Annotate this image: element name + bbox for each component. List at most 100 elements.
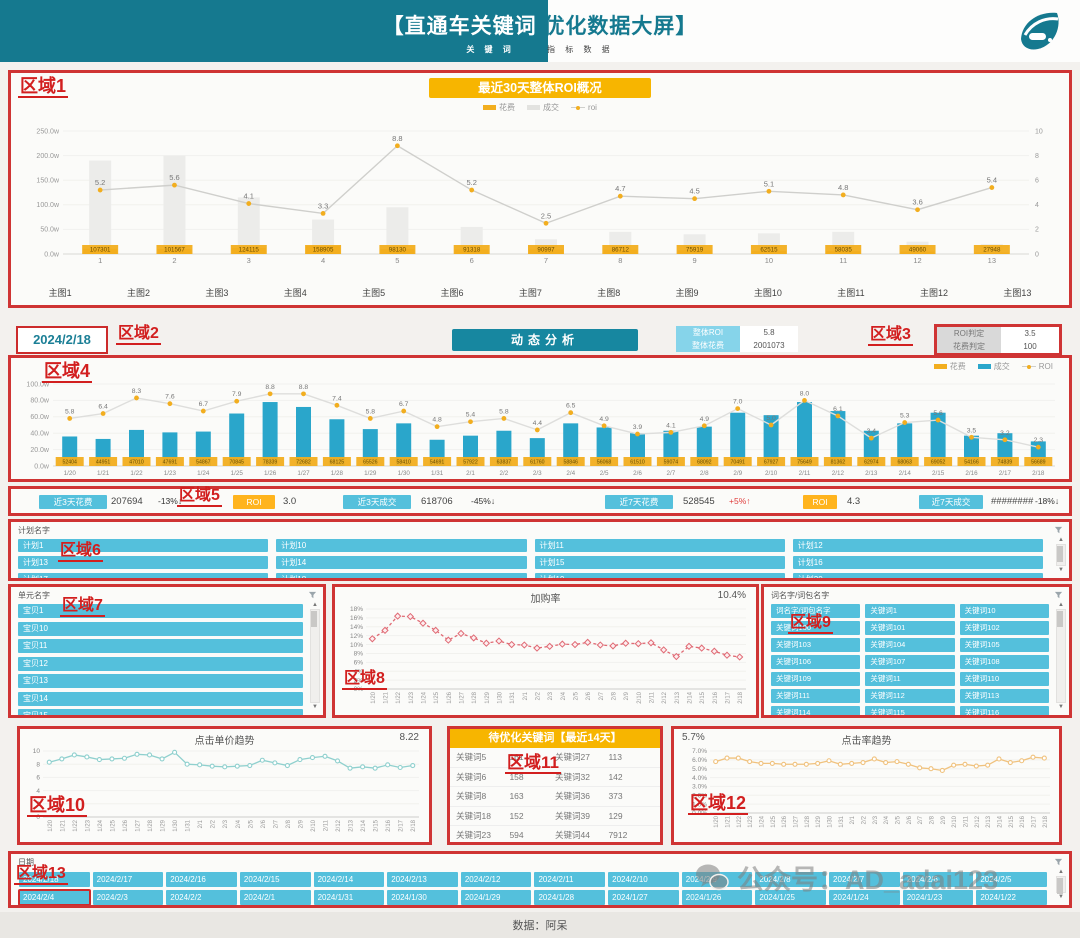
keyword-item[interactable]: 关键词106: [771, 655, 861, 669]
filter-icon[interactable]: [1054, 858, 1063, 867]
scroll-thumb[interactable]: [1057, 611, 1063, 627]
tab-metrics[interactable]: 指 标 数 据: [547, 45, 614, 54]
date-button[interactable]: 2024/2/8: [755, 872, 827, 887]
annotation-region13: 区域13: [14, 865, 68, 885]
date-button[interactable]: 2024/1/22: [976, 890, 1047, 905]
unit-item[interactable]: 宝贝13: [18, 674, 303, 688]
date-button[interactable]: 2024/1/25: [755, 890, 827, 905]
keyword-item[interactable]: 关键词103: [771, 638, 861, 652]
date-button[interactable]: 2024/1/31: [313, 890, 385, 905]
svg-text:2/3: 2/3: [533, 470, 542, 477]
date-button[interactable]: 2024/2/15: [239, 872, 311, 887]
date-button[interactable]: 2024/1/23: [902, 890, 974, 905]
tab-keywords[interactable]: 关 键 词: [466, 45, 515, 54]
date-button[interactable]: 2024/2/13: [387, 872, 458, 887]
plan-item[interactable]: 计划20: [792, 573, 1043, 578]
keyword-item[interactable]: 关键词100: [771, 621, 861, 635]
date-button[interactable]: 2024/1/29: [460, 890, 532, 905]
date-button[interactable]: 2024/1/30: [387, 890, 458, 905]
keyword-item[interactable]: 关键词108: [959, 655, 1049, 669]
date-button[interactable]: 2024/2/4: [18, 889, 91, 905]
scroll-down-arrow[interactable]: ▼: [312, 704, 318, 710]
date-button[interactable]: 2024/2/14: [313, 872, 385, 887]
plan-item[interactable]: 计划15: [534, 556, 785, 569]
scrollbar[interactable]: ▲ ▼: [1056, 868, 1066, 901]
date-button[interactable]: 2024/2/5: [976, 872, 1047, 887]
scroll-thumb[interactable]: [1057, 878, 1063, 894]
unit-item[interactable]: 宝贝1: [18, 604, 303, 618]
scrollbar[interactable]: ▲ ▼: [1056, 536, 1066, 574]
scroll-down-arrow[interactable]: ▼: [1058, 894, 1064, 900]
date-button[interactable]: 2024/2/10: [608, 872, 679, 887]
keyword-item[interactable]: 关键词107: [865, 655, 955, 669]
unit-item[interactable]: 宝贝10: [18, 621, 303, 636]
unit-item[interactable]: 宝贝14: [18, 691, 303, 706]
keyword-item[interactable]: 关键词104: [865, 638, 955, 652]
scroll-down-arrow[interactable]: ▼: [1058, 704, 1064, 710]
keyword-item[interactable]: 关键词112: [865, 689, 955, 703]
date-button[interactable]: 2024/2/12: [460, 872, 532, 887]
keyword-item[interactable]: 关键词115: [865, 706, 955, 715]
unit-item[interactable]: 宝贝11: [18, 639, 303, 653]
plan-item[interactable]: 计划19: [534, 573, 785, 578]
date-button[interactable]: 2024/2/7: [829, 872, 900, 887]
keyword-item[interactable]: 关键词101: [865, 621, 955, 635]
date-button[interactable]: 2024/2/16: [166, 872, 237, 887]
keyword-item[interactable]: 词名字/词包名字: [771, 604, 861, 618]
date-button[interactable]: 2024/1/26: [681, 890, 753, 905]
filter-icon[interactable]: [1054, 526, 1063, 535]
date-button[interactable]: 2024/2/11: [534, 872, 606, 887]
plan-item[interactable]: 计划16: [792, 556, 1043, 569]
scroll-track[interactable]: [1056, 876, 1066, 894]
date-button[interactable]: 2024/2/6: [902, 872, 974, 887]
scroll-up-arrow[interactable]: ▲: [312, 602, 318, 608]
scroll-up-arrow[interactable]: ▲: [1058, 537, 1064, 543]
unit-item[interactable]: 宝贝15: [18, 709, 303, 715]
optimize-value: 113: [608, 752, 622, 762]
filter-icon[interactable]: [1054, 591, 1063, 600]
date-button[interactable]: 2024/2/1: [239, 890, 311, 905]
scroll-down-arrow[interactable]: ▼: [1058, 567, 1064, 573]
plan-item[interactable]: 计划12: [792, 539, 1043, 552]
keyword-item[interactable]: 关键词114: [771, 706, 861, 715]
keyword-item[interactable]: 关键词10: [959, 604, 1049, 618]
plan-item[interactable]: 计划14: [276, 556, 527, 569]
keyword-item[interactable]: 关键词110: [959, 672, 1049, 686]
date-button[interactable]: 2024/1/27: [608, 890, 679, 905]
scroll-track[interactable]: [310, 609, 320, 703]
filter-icon[interactable]: [308, 591, 317, 600]
scroll-thumb[interactable]: [1057, 546, 1063, 562]
unit-item[interactable]: 宝贝12: [18, 656, 303, 671]
scrollbar[interactable]: ▲ ▼: [1056, 601, 1066, 711]
dynamic-analysis-button[interactable]: 动态分析: [452, 329, 638, 351]
keyword-item[interactable]: 关键词116: [959, 706, 1049, 715]
svg-text:2/17: 2/17: [1032, 815, 1038, 827]
plan-item[interactable]: 计划17: [18, 573, 269, 578]
plan-item[interactable]: 计划11: [534, 539, 785, 552]
keyword-item[interactable]: 关键词109: [771, 672, 861, 686]
keyword-item[interactable]: 关键词105: [959, 638, 1049, 652]
date-button[interactable]: 2024/2/2: [166, 890, 237, 905]
date-button[interactable]: 2024/2/3: [92, 890, 164, 905]
scroll-track[interactable]: [1056, 544, 1066, 566]
keyword-item[interactable]: 关键词1: [865, 604, 955, 618]
keyword-item[interactable]: 关键词113: [959, 689, 1049, 703]
scrollbar[interactable]: ▲ ▼: [310, 601, 320, 711]
keyword-item[interactable]: 关键词102: [959, 621, 1049, 635]
plan-item[interactable]: 计划13: [18, 556, 269, 569]
current-date-box[interactable]: 2024/2/18: [16, 326, 108, 354]
keyword-item[interactable]: 关键词11: [865, 672, 955, 686]
plan-item[interactable]: 计划18: [276, 573, 527, 578]
date-slicer-title: 日期: [18, 858, 34, 867]
scroll-thumb[interactable]: [311, 611, 317, 627]
keyword-item[interactable]: 关键词111: [771, 689, 861, 703]
date-button[interactable]: 2024/1/24: [829, 890, 900, 905]
scroll-up-arrow[interactable]: ▲: [1058, 869, 1064, 875]
scroll-track[interactable]: [1056, 609, 1066, 703]
date-button[interactable]: 2024/1/28: [534, 890, 606, 905]
date-button[interactable]: 2024/2/17: [92, 872, 164, 887]
scroll-up-arrow[interactable]: ▲: [1058, 602, 1064, 608]
svg-text:1/27: 1/27: [297, 470, 310, 477]
plan-item[interactable]: 计划10: [276, 539, 527, 552]
plan-item[interactable]: 计划1: [18, 539, 269, 552]
